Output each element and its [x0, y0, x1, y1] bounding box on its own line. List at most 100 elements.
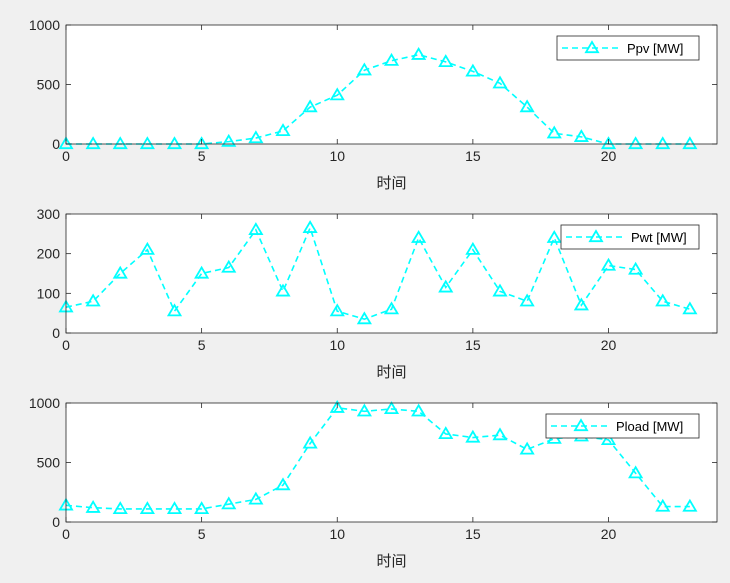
- x-axis-label: 时间: [376, 364, 406, 381]
- data-point-marker: [139, 501, 155, 515]
- data-point-marker: [411, 230, 427, 243]
- data-point-marker: [139, 136, 155, 150]
- legend-label: Pload [MW]: [616, 419, 683, 434]
- x-tick-label: 20: [601, 337, 617, 353]
- x-tick-label: 5: [198, 337, 206, 353]
- y-tick-label: 200: [37, 246, 61, 262]
- axes-frame: [65, 213, 718, 334]
- data-point-marker: [221, 259, 237, 273]
- data-point-marker: [546, 230, 562, 243]
- data-point-marker: [248, 130, 264, 144]
- data-point-marker: [302, 99, 318, 113]
- data-point-marker: [112, 136, 128, 150]
- data-point-marker: [519, 293, 535, 307]
- x-tick-label: 5: [198, 526, 206, 542]
- data-point-marker: [166, 303, 183, 317]
- data-point-marker: [275, 477, 291, 491]
- data-point-marker: [573, 129, 589, 142]
- data-point-marker: [329, 303, 345, 317]
- data-point-marker: [573, 297, 589, 311]
- subplot-1: 0 5 10 15 20 0 500 1000 时间 Ppv [MW]: [29, 17, 718, 192]
- data-point-marker: [166, 501, 183, 515]
- y-tick-label: 500: [37, 77, 61, 93]
- data-point-marker: [655, 498, 671, 512]
- data-point-marker: [465, 241, 481, 255]
- x-tick-label: 15: [465, 526, 481, 542]
- legend-label: Ppv [MW]: [627, 41, 683, 56]
- data-point-marker: [546, 125, 562, 139]
- y-tick-label: 0: [52, 325, 60, 341]
- data-point-marker: [628, 465, 644, 479]
- data-point-marker: [248, 222, 264, 235]
- data-point-marker: [438, 54, 454, 67]
- legend-box: [560, 224, 700, 250]
- data-point-marker: [221, 496, 237, 510]
- x-tick-label: 15: [465, 148, 481, 164]
- legend-marker-sample: [584, 40, 600, 54]
- y-tick-label: 500: [37, 455, 61, 471]
- data-point-marker: [600, 432, 617, 445]
- data-point-marker: [682, 498, 698, 512]
- x-tick-label: 10: [329, 148, 345, 164]
- data-point-marker: [112, 501, 128, 515]
- x-tick-label: 0: [62, 337, 70, 353]
- data-point-marker: [356, 403, 372, 417]
- data-point-marker: [600, 257, 617, 271]
- data-point-marker: [655, 293, 671, 307]
- x-tick-label: 10: [329, 526, 345, 542]
- data-point-marker: [519, 441, 535, 455]
- y-tick-label: 0: [52, 514, 60, 530]
- data-point-marker: [383, 301, 400, 315]
- data-point-marker: [628, 136, 644, 150]
- data-point-marker: [519, 99, 535, 113]
- data-point-marker: [112, 265, 128, 279]
- data-point-marker: [329, 87, 345, 101]
- data-point-marker: [492, 75, 508, 89]
- legend-marker-sample: [573, 418, 589, 432]
- data-point-marker: [275, 123, 291, 137]
- subplot-3: 0 5 10 15 20 0 500 1000 时间 Pload [MW]: [29, 395, 718, 570]
- y-tick-label: 1000: [29, 395, 60, 411]
- data-point-marker: [166, 136, 183, 150]
- x-tick-label: 20: [601, 526, 617, 542]
- data-point-marker: [465, 429, 481, 443]
- data-point-marker: [465, 63, 481, 77]
- x-tick-label: 20: [601, 148, 617, 164]
- data-point-marker: [655, 136, 671, 150]
- data-point-marker: [58, 136, 74, 150]
- data-point-marker: [438, 279, 454, 293]
- y-tick-label: 0: [52, 136, 60, 152]
- y-tick-label: 100: [37, 285, 61, 301]
- legend: Ppv [MW]: [556, 35, 700, 61]
- legend: Pload [MW]: [545, 413, 700, 439]
- data-point-marker: [628, 261, 644, 275]
- x-axis-label: 时间: [376, 175, 406, 192]
- y-tick-label: 300: [37, 206, 61, 222]
- x-tick-label: 0: [62, 526, 70, 542]
- data-point-marker: [194, 136, 210, 150]
- data-point-marker: [302, 220, 318, 233]
- data-point-marker: [194, 501, 210, 515]
- x-tick-label: 5: [198, 148, 206, 164]
- legend-marker-sample: [588, 229, 604, 243]
- legend: Pwt [MW]: [560, 224, 700, 250]
- data-point-marker: [221, 133, 237, 147]
- data-point-marker: [194, 265, 210, 279]
- y-tick-label: 1000: [29, 17, 60, 33]
- data-point-marker: [356, 62, 372, 76]
- data-point-marker: [275, 283, 291, 297]
- data-point-marker: [329, 399, 345, 413]
- x-tick-label: 10: [329, 337, 345, 353]
- data-point-marker: [85, 136, 101, 150]
- data-point-marker: [302, 435, 318, 449]
- data-point-marker: [383, 52, 400, 66]
- data-point-marker: [139, 241, 155, 255]
- data-point-marker: [411, 403, 427, 417]
- data-point-marker: [411, 46, 427, 60]
- data-point-marker: [492, 283, 508, 297]
- data-point-marker: [383, 401, 400, 415]
- data-point-marker: [600, 136, 617, 150]
- data-point-marker: [492, 427, 508, 441]
